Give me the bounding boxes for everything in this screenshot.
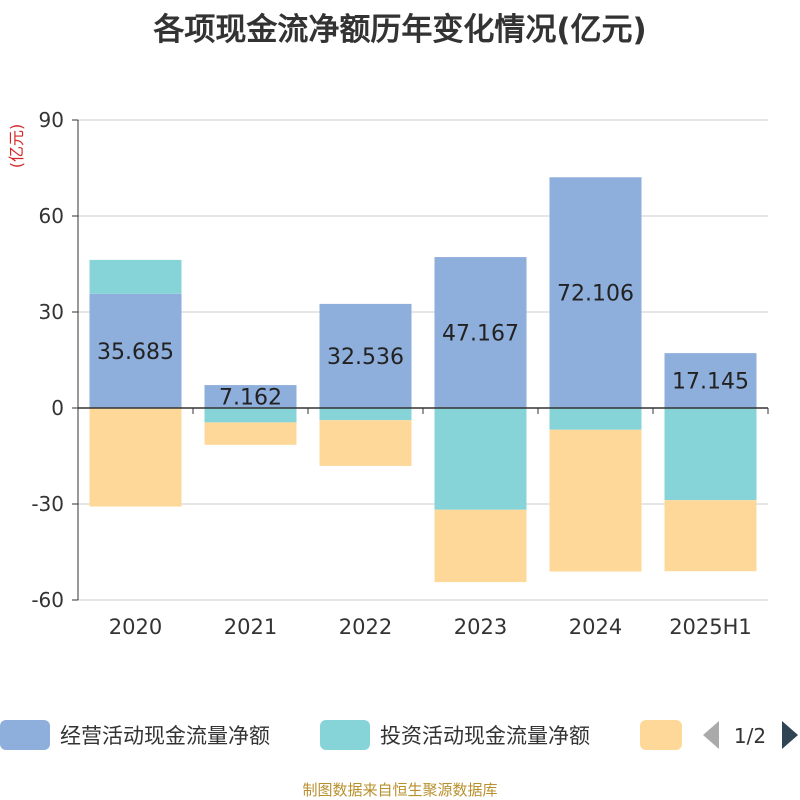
y-axis-label: (亿元) <box>7 124 26 169</box>
data-label: 32.536 <box>327 345 404 370</box>
x-tick-label: 2024 <box>569 615 622 639</box>
x-tick-label: 2022 <box>339 615 392 639</box>
bar-2024-series-2 <box>549 429 642 572</box>
bar-2023-series-1 <box>434 408 527 510</box>
bars <box>89 177 757 583</box>
bar-2022-series-2 <box>319 420 412 466</box>
bar-2021-series-2 <box>204 422 297 445</box>
bar-2021-series-1 <box>204 408 297 423</box>
bar-2020-series-0 <box>89 293 182 408</box>
x-tick-label: 2023 <box>454 615 507 639</box>
data-label: 35.685 <box>97 340 174 365</box>
bar-2020-series-2 <box>89 408 182 507</box>
legend-next-icon[interactable] <box>782 721 798 749</box>
y-tick-label: 0 <box>51 396 64 420</box>
bar-2021-series-0 <box>204 385 297 408</box>
bar-2024-series-0 <box>549 177 642 408</box>
x-tick-label: 2025H1 <box>669 615 752 639</box>
y-tick-label: 60 <box>39 204 64 228</box>
bar-2022-series-0 <box>319 303 412 408</box>
bar-2023-series-2 <box>434 509 527 583</box>
x-tick-label: 2020 <box>109 615 162 639</box>
legend-label: 投资活动现金流量净额 <box>380 724 590 748</box>
bar-2024-series-1 <box>549 408 642 430</box>
bar-2025H1-series-0 <box>664 353 757 408</box>
bar-2025H1-series-1 <box>664 408 757 501</box>
bar-2025H1-series-2 <box>664 500 757 572</box>
y-tick-label: 30 <box>39 300 64 324</box>
x-tick-label: 2021 <box>224 615 277 639</box>
data-label: 72.106 <box>557 282 634 307</box>
bar-2022-series-1 <box>319 408 412 421</box>
legend: 经营活动现金流量净额 投资活动现金流量净额 1/2 <box>0 720 798 750</box>
source-note: 制图数据来自恒生聚源数据库 <box>302 781 498 799</box>
legend-prev-icon[interactable] <box>703 721 719 749</box>
legend-page-indicator: 1/2 <box>734 724 766 748</box>
legend-swatch-series-0 <box>0 720 50 750</box>
legend-label: 经营活动现金流量净额 <box>60 724 270 748</box>
data-label: 47.167 <box>442 322 519 347</box>
data-label: 7.162 <box>219 386 282 411</box>
axes: 90 60 30 0 -30 -60 (亿元) 2020 2021 2022 2023 2024 202… <box>7 108 769 639</box>
chart-title: 各项现金流净额历年变化情况(亿元) <box>153 12 647 48</box>
y-tick-label: -60 <box>31 588 64 612</box>
legend-swatch-series-1 <box>320 720 370 750</box>
bar-2020-series-1 <box>89 259 182 294</box>
data-label: 17.145 <box>672 370 749 395</box>
legend-swatch-series-2 <box>640 720 682 750</box>
y-tick-label: 90 <box>39 108 64 132</box>
y-tick-label: -30 <box>31 492 64 516</box>
data-labels: 35.685 7.162 32.536 47.167 72.106 17.145 <box>97 282 749 411</box>
bar-2023-series-0 <box>434 257 527 408</box>
